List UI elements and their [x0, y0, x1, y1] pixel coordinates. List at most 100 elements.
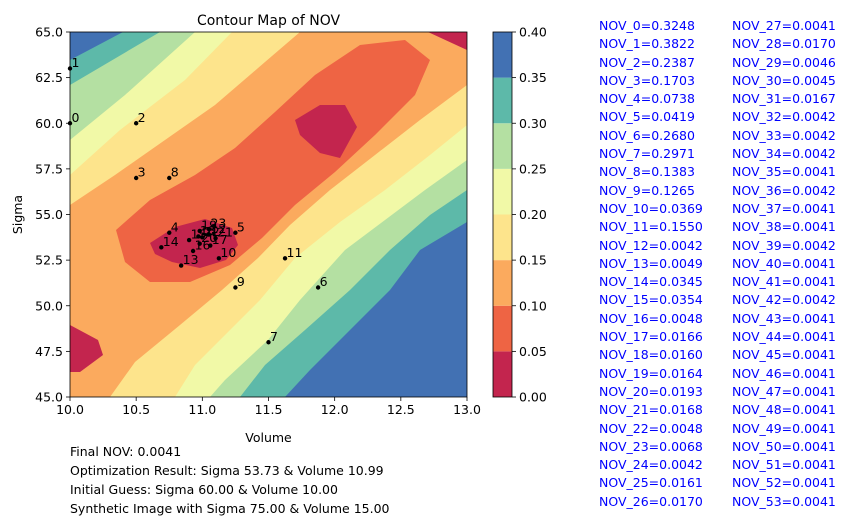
- nov-value-item: NOV_38=0.0041: [732, 219, 836, 235]
- nov-value-item: NOV_39=0.0042: [732, 237, 836, 253]
- point-label-8: 8: [171, 165, 179, 180]
- x-tick-label: 12.0: [321, 402, 349, 417]
- colorbar-tick-label: 0.25: [519, 161, 547, 176]
- nov-value-item: NOV_22=0.0048: [599, 420, 703, 436]
- nov-value-item: NOV_42=0.0042: [732, 292, 836, 308]
- nov-value-item: NOV_32=0.0042: [732, 109, 836, 125]
- nov-values-column-1: NOV_0=0.3248 NOV_1=0.3822 NOV_2=0.2387 NOV_…: [599, 17, 703, 511]
- nov-value-item: NOV_48=0.0041: [732, 402, 836, 418]
- annotation-optimization-result: Optimization Result: Sigma 53.73 & Volum…: [70, 463, 384, 478]
- x-tick-label: 10.5: [122, 402, 150, 417]
- colorbar-tick-label: 0.15: [519, 253, 547, 268]
- nov-value-item: NOV_16=0.0048: [599, 310, 703, 326]
- nov-value-item: NOV_12=0.0042: [599, 237, 703, 253]
- nov-value-item: NOV_17=0.0166: [599, 329, 703, 345]
- point-label-3: 3: [138, 165, 146, 180]
- y-tick-label: 55.0: [35, 207, 63, 222]
- x-tick-label: 11.5: [255, 402, 283, 417]
- x-axis-label: Volume: [245, 430, 292, 445]
- x-tick-label: 12.5: [387, 402, 415, 417]
- point-label-7: 7: [270, 329, 278, 344]
- nov-value-item: NOV_51=0.0041: [732, 457, 836, 473]
- nov-value-item: NOV_15=0.0354: [599, 292, 703, 308]
- nov-value-item: NOV_14=0.0345: [599, 274, 703, 290]
- annotation-final-nov: Final NOV: 0.0041: [70, 444, 182, 459]
- point-marker-22: [200, 235, 205, 240]
- nov-value-item: NOV_4=0.0738: [599, 91, 695, 107]
- colorbar-tick-label: 0.10: [519, 298, 547, 313]
- nov-value-item: NOV_37=0.0041: [732, 200, 836, 216]
- nov-value-item: NOV_41=0.0041: [732, 274, 836, 290]
- point-marker-21: [213, 236, 218, 241]
- y-axis-label: Sigma: [10, 195, 25, 234]
- point-marker-10: [216, 256, 222, 261]
- point-label-14: 14: [163, 234, 179, 249]
- nov-value-item: NOV_49=0.0041: [732, 420, 836, 436]
- y-tick-label: 50.0: [35, 298, 63, 313]
- point-marker-13: [178, 263, 184, 268]
- nov-value-item: NOV_40=0.0041: [732, 255, 836, 271]
- x-axis-ticks: 10.0 10.5 11.0 11.5 12.0 12.5 13.0: [56, 397, 481, 417]
- nov-value-item: NOV_34=0.0042: [732, 146, 836, 162]
- y-tick-label: 57.5: [35, 161, 63, 176]
- nov-value-item: NOV_25=0.0161: [599, 475, 703, 491]
- point-label-21: 21: [217, 225, 233, 240]
- nov-value-item: NOV_10=0.0369: [599, 200, 703, 216]
- point-marker-7: [266, 340, 271, 345]
- point-marker-5: [233, 230, 238, 235]
- point-label-16: 16: [195, 238, 211, 253]
- nov-value-item: NOV_0=0.3248: [599, 18, 695, 33]
- nov-value-item: NOV_27=0.0041: [732, 18, 836, 33]
- contour-band-0.00-0.05-upper: [295, 105, 357, 158]
- nov-value-item: NOV_6=0.2680: [599, 127, 695, 143]
- colorbar-band-6: [493, 77, 512, 124]
- point-label-6: 6: [320, 274, 328, 289]
- point-marker-6: [315, 285, 321, 290]
- point-marker-18: [196, 234, 201, 239]
- point-label-11: 11: [287, 245, 303, 260]
- nov-value-item: NOV_53=0.0041: [732, 493, 836, 509]
- nov-value-item: NOV_20=0.0193: [599, 383, 703, 399]
- nov-value-item: NOV_35=0.0041: [732, 164, 836, 180]
- nov-value-item: NOV_43=0.0041: [732, 310, 836, 326]
- colorbar-band-5: [493, 123, 512, 169]
- point-label-5: 5: [237, 219, 245, 234]
- point-label-12: 12: [210, 221, 226, 236]
- optimization-points: 01234567891011121314151617181920212223: [67, 55, 328, 345]
- nov-value-item: NOV_47=0.0041: [732, 383, 836, 399]
- point-marker-17: [208, 243, 213, 248]
- point-label-23: 23: [210, 216, 226, 231]
- nov-value-item: NOV_11=0.1550: [599, 219, 703, 235]
- point-label-13: 13: [183, 252, 199, 267]
- nov-value-item: NOV_2=0.2387: [599, 54, 695, 70]
- x-tick-label: 11.0: [188, 402, 216, 417]
- contour-plot-area: [70, 32, 467, 397]
- colorbar-tick-label: 0.40: [519, 25, 547, 40]
- nov-value-item: NOV_30=0.0045: [732, 72, 836, 88]
- point-marker-14: [159, 245, 164, 250]
- colorbar-band-1: [493, 305, 512, 352]
- nov-value-item: NOV_29=0.0046: [732, 54, 836, 70]
- nov-value-item: NOV_1=0.3822: [599, 36, 695, 52]
- y-tick-label: 65.0: [35, 25, 63, 40]
- point-label-20: 20: [201, 230, 217, 245]
- y-tick-label: 52.5: [35, 253, 63, 268]
- point-label-4: 4: [171, 219, 179, 234]
- annotation-synthetic-image: Synthetic Image with Sigma 75.00 & Volum…: [70, 501, 390, 516]
- point-marker-3: [133, 175, 139, 181]
- nov-value-item: NOV_19=0.0164: [599, 365, 703, 381]
- nov-value-item: NOV_26=0.0170: [599, 493, 703, 509]
- colorbar-band-4: [493, 168, 512, 215]
- point-marker-12: [206, 232, 212, 237]
- nov-value-item: NOV_7=0.2971: [599, 146, 695, 162]
- contour-band-0.00-0.05-left: [70, 325, 103, 372]
- chart-title: Contour Map of NOV: [197, 13, 341, 29]
- nov-value-item: NOV_45=0.0041: [732, 347, 836, 363]
- x-tick-label: 10.0: [56, 402, 84, 417]
- y-tick-label: 47.5: [35, 344, 63, 359]
- point-marker-0: [67, 121, 73, 126]
- point-marker-16: [190, 248, 196, 254]
- nov-value-item: NOV_52=0.0041: [732, 475, 836, 491]
- point-marker-8: [167, 175, 172, 181]
- colorbar-band-7: [493, 32, 512, 78]
